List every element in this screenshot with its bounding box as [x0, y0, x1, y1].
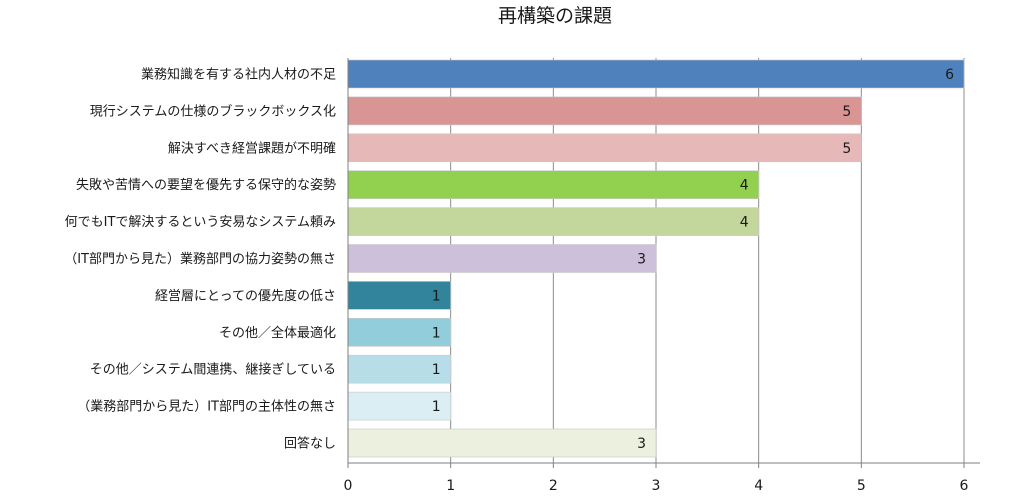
bar: [347, 354, 451, 384]
data-label: 5: [842, 141, 851, 157]
data-label: 1: [432, 362, 441, 378]
data-label: 1: [432, 325, 441, 341]
value-labels: 6 5 5 4 4 3 1 1 1 1 3: [432, 67, 954, 452]
category-label: 経営層にとっての優先度の低さ: [155, 288, 336, 304]
x-tick-label: 6: [960, 478, 969, 494]
bar: [347, 133, 862, 163]
data-label: 1: [432, 399, 441, 415]
data-label: 4: [740, 215, 749, 231]
category-label: 業務知識を有する社内人材の不足: [141, 67, 336, 83]
category-label: その他／システム間連携、継接ぎしている: [90, 362, 336, 378]
bar: [347, 317, 451, 347]
data-label: 6: [945, 67, 954, 83]
category-label: （業務部門から見た）IT部門の主体性の無さ: [77, 399, 336, 415]
x-tick-label: 2: [549, 478, 558, 494]
x-axis: 0 1 2 3 4 5 6: [344, 58, 980, 494]
category-label: 現行システムの仕様のブラックボックス化: [90, 103, 336, 119]
category-label: 失敗や苦情への要望を優先する保守的な姿勢: [76, 177, 336, 193]
bar: [347, 428, 657, 458]
category-label: 何でもITで解決するという安易なシステム頼み: [65, 214, 336, 230]
category-label: その他／全体最適化: [219, 325, 336, 341]
data-label: 3: [637, 252, 646, 268]
x-tick-label: 5: [857, 478, 866, 494]
x-tick-label: 3: [652, 478, 661, 494]
category-labels: 業務知識を有する社内人材の不足現行システムの仕様のブラックボックス化解決すべき経…: [64, 67, 336, 452]
data-label: 1: [432, 288, 441, 304]
bar: [347, 391, 451, 421]
bar: [347, 244, 657, 273]
category-label: 解決すべき経営課題が不明確: [168, 140, 336, 156]
chart-title: 再構築の課題: [498, 5, 612, 27]
x-tick-label: 4: [754, 478, 763, 494]
bar: [347, 281, 451, 310]
category-label: 回答なし: [284, 436, 336, 452]
x-tick-label: 0: [344, 478, 353, 494]
category-label: （IT部門から見た）業務部門の協力姿勢の無さ: [64, 251, 336, 267]
bar: [347, 170, 759, 199]
bars: [347, 59, 965, 458]
bar: [347, 96, 862, 126]
data-label: 3: [637, 436, 646, 452]
data-label: 5: [842, 104, 851, 120]
bar: [347, 59, 965, 89]
bar: [347, 207, 759, 236]
x-tick-label: 1: [446, 478, 455, 494]
data-label: 4: [740, 178, 749, 194]
